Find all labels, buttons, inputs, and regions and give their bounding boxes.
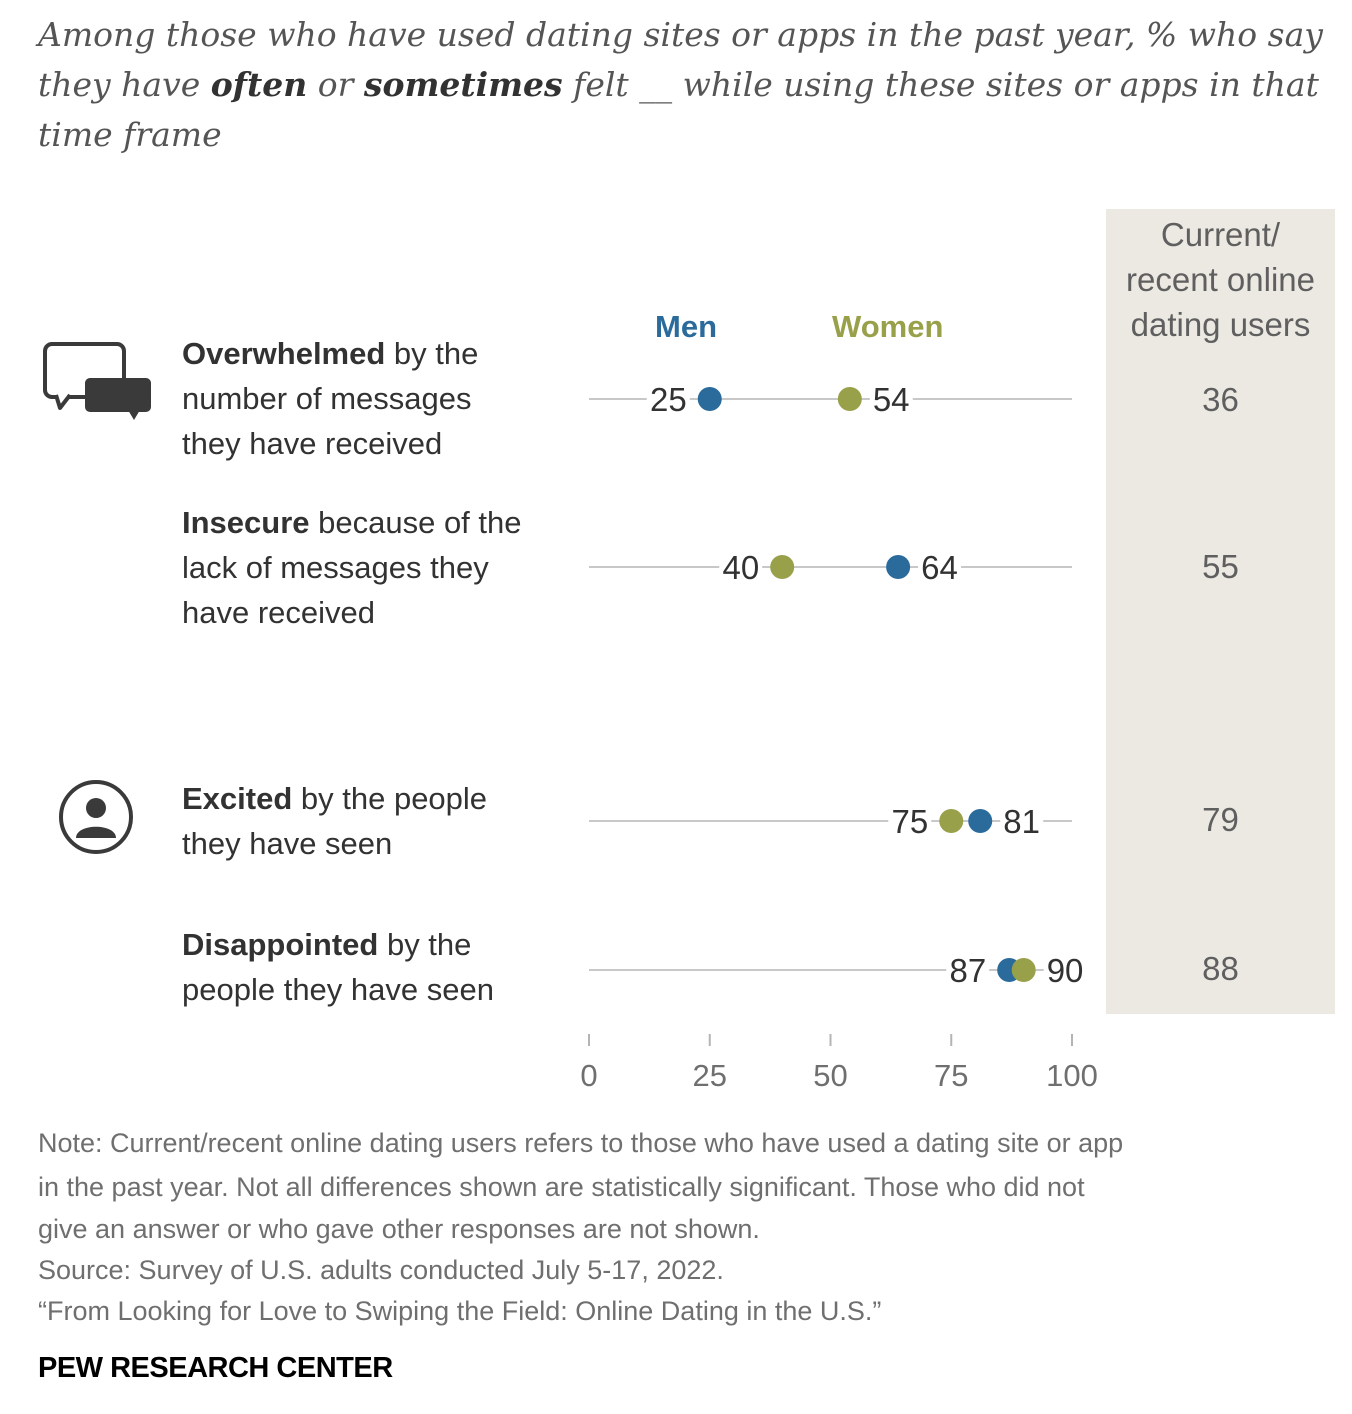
- chat-bubbles-icon: [43, 342, 151, 420]
- data-label: 87: [949, 952, 986, 989]
- dot-men: [697, 387, 722, 411]
- note-report: “From Looking for Love to Swiping the Fi…: [38, 1296, 882, 1326]
- chart-subtitle: Among those who have used dating sites o…: [38, 10, 1338, 160]
- subtitle-sometimes: sometimes: [363, 65, 563, 104]
- row-label-overwhelmed-bold: Overwhelmed: [182, 336, 386, 371]
- row-label-excited: Excited by the people they have seen: [182, 776, 487, 866]
- row-label-overwhelmed-rest: by the number of messages they have receiv…: [182, 336, 479, 461]
- overall-column-header-line1: Current/: [1160, 216, 1281, 253]
- dot-women: [770, 555, 795, 579]
- dot-women: [1011, 958, 1036, 982]
- row-label-disappointed-rest: by the people they have seen: [182, 927, 494, 1007]
- data-label: 75: [892, 803, 929, 840]
- dot-men: [968, 809, 993, 833]
- value-label-bg: [869, 381, 913, 417]
- data-label: 54: [873, 381, 910, 418]
- dot-women: [837, 387, 862, 411]
- row-label-insecure: Insecure because of the lack of messages …: [182, 500, 522, 635]
- value-label-bg: [1000, 803, 1044, 839]
- data-label: 81: [1003, 803, 1040, 840]
- brand-label: PEW RESEARCH CENTER: [38, 1352, 393, 1384]
- row-label-insecure-bold: Insecure: [182, 505, 310, 540]
- row-label-insecure-rest: because of the lack of messages they have …: [182, 505, 522, 630]
- x-tick-label: 75: [934, 1058, 968, 1093]
- dot-women: [939, 809, 964, 833]
- legend-women: Women: [832, 309, 944, 344]
- person-icon: [59, 780, 133, 854]
- subtitle-often: often: [210, 65, 308, 104]
- value-label-bg: [946, 952, 990, 988]
- value-label-bg: [1043, 952, 1087, 988]
- subtitle-part2: felt __ while using these sites or apps …: [38, 65, 1319, 154]
- dot-men: [886, 555, 911, 579]
- x-tick-label: 25: [693, 1058, 727, 1093]
- row-label-excited-bold: Excited: [182, 781, 293, 816]
- overall-value: 55: [1202, 548, 1239, 585]
- value-label-bg: [646, 381, 690, 417]
- overall-column-background: [1106, 209, 1335, 1014]
- note-line1: Note: Current/recent online dating users…: [38, 1128, 1124, 1158]
- note-source: Source: Survey of U.S. adults conducted …: [38, 1255, 724, 1285]
- dot-plot: 25 54 40 64 75 81 87 90 0 25 50 75 100: [580, 381, 1098, 1093]
- data-label: 40: [722, 549, 759, 586]
- value-label-bg: [719, 549, 763, 585]
- overall-column-header-line2: recent online: [1126, 261, 1315, 298]
- subtitle-or: or: [307, 65, 364, 104]
- row-label-overwhelmed: Overwhelmed by the number of messages they…: [182, 331, 478, 466]
- overall-column-header-line3: dating users: [1130, 306, 1311, 343]
- value-label-bg: [888, 803, 932, 839]
- overall-value: 88: [1202, 950, 1239, 987]
- data-label: 64: [921, 549, 958, 586]
- x-tick-label: 100: [1046, 1058, 1098, 1093]
- overall-value: 79: [1202, 801, 1239, 838]
- overall-column-header: Current/ recent online dating users: [1106, 212, 1335, 347]
- legend-men: Men: [655, 309, 717, 344]
- note-line2: in the past year. Not all differences sh…: [38, 1172, 1085, 1202]
- x-tick-label: 50: [813, 1058, 847, 1093]
- value-label-bg: [918, 549, 962, 585]
- note-line3: give an answer or who gave other respons…: [38, 1214, 760, 1244]
- data-label: 25: [650, 381, 687, 418]
- row-label-disappointed: Disappointed by the people they have seen: [182, 922, 494, 1012]
- subtitle-part1: Among those who have used dating sites o…: [38, 15, 1323, 104]
- data-label: 90: [1047, 952, 1084, 989]
- overall-value: 36: [1202, 381, 1239, 418]
- chart-note: Note: Current/recent online dating users…: [38, 1121, 1338, 1331]
- x-tick-label: 0: [580, 1058, 597, 1093]
- row-label-excited-rest: by the people they have seen: [182, 781, 488, 861]
- row-label-disappointed-bold: Disappointed: [182, 927, 379, 962]
